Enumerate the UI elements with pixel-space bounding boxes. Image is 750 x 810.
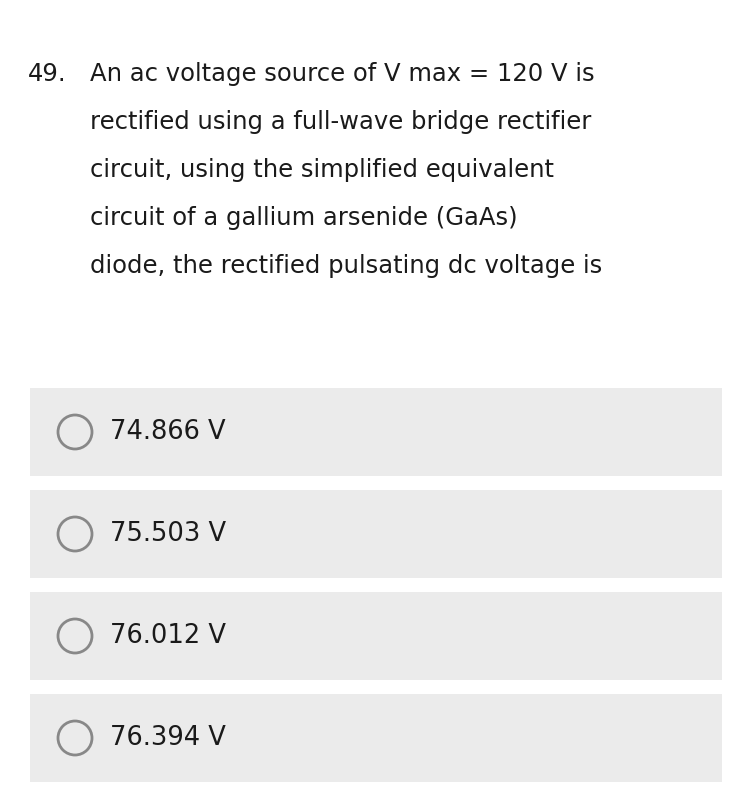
Text: circuit of a gallium arsenide (GaAs): circuit of a gallium arsenide (GaAs) — [90, 206, 518, 230]
Text: 76.012 V: 76.012 V — [110, 623, 226, 649]
Text: rectified using a full-wave bridge rectifier: rectified using a full-wave bridge recti… — [90, 110, 591, 134]
Text: 49.: 49. — [28, 62, 67, 86]
Bar — [30, 592, 722, 680]
Text: 76.394 V: 76.394 V — [110, 725, 226, 751]
Text: circuit, using the simplified equivalent: circuit, using the simplified equivalent — [90, 158, 554, 182]
Bar — [30, 694, 722, 782]
Text: 74.866 V: 74.866 V — [110, 419, 226, 445]
Bar — [30, 490, 722, 578]
Bar — [30, 388, 722, 476]
Text: 75.503 V: 75.503 V — [110, 521, 226, 547]
Text: diode, the rectified pulsating dc voltage is: diode, the rectified pulsating dc voltag… — [90, 254, 602, 278]
Text: An ac voltage source of V max = 120 V is: An ac voltage source of V max = 120 V is — [90, 62, 595, 86]
